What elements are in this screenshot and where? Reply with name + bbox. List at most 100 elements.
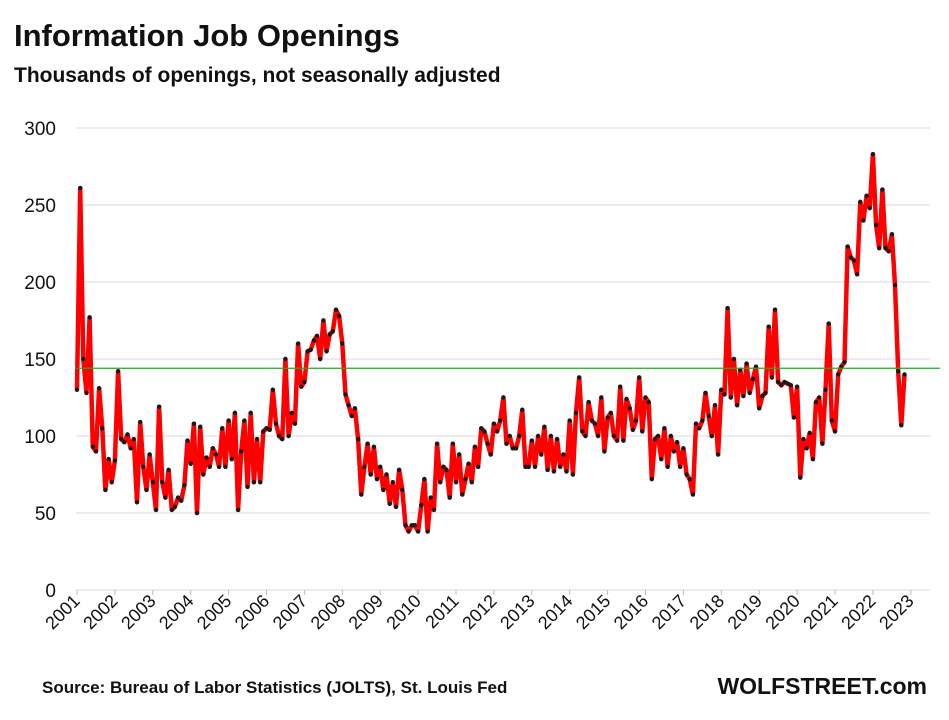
- data-point: [709, 433, 714, 439]
- y-tick-label: 50: [35, 504, 56, 525]
- data-point: [166, 467, 171, 473]
- data-point: [438, 480, 443, 485]
- x-tick-label: 2004: [155, 591, 197, 633]
- x-tick-label: 2015: [572, 591, 614, 633]
- data-point: [595, 433, 601, 439]
- data-point: [599, 395, 604, 400]
- data-point: [690, 492, 696, 497]
- x-tick-label: 2005: [193, 591, 235, 633]
- data-point: [201, 472, 206, 477]
- data-point: [273, 421, 279, 426]
- data-point: [899, 423, 904, 428]
- data-point: [453, 480, 459, 485]
- data-point: [624, 396, 629, 402]
- data-point: [156, 404, 162, 409]
- gridlines: [76, 127, 930, 591]
- data-point: [381, 487, 386, 493]
- x-tick-label: 2013: [496, 591, 538, 633]
- data-point: [760, 393, 765, 399]
- data-point: [896, 369, 901, 374]
- data-point: [867, 205, 872, 211]
- data-point: [179, 498, 184, 503]
- data-point: [267, 427, 272, 432]
- data-point: [213, 452, 219, 457]
- data-point: [498, 418, 503, 423]
- data-point: [836, 372, 841, 377]
- x-tick-label: 2021: [799, 591, 841, 633]
- data-point: [801, 436, 806, 442]
- data-point: [501, 395, 506, 400]
- data-point: [630, 427, 636, 432]
- data-point: [488, 452, 493, 457]
- data-point: [78, 185, 83, 191]
- data-point: [84, 390, 89, 396]
- data-point: [216, 464, 222, 469]
- data-point: [583, 433, 588, 439]
- data-point: [232, 410, 238, 416]
- data-point: [883, 245, 888, 251]
- data-point: [744, 361, 749, 366]
- chart-title: Information Job Openings: [14, 18, 400, 53]
- data-point: [715, 452, 721, 457]
- data-point: [422, 476, 427, 482]
- data-point: [191, 421, 197, 426]
- data-point: [747, 390, 752, 396]
- data-point: [608, 410, 613, 416]
- data-point: [112, 458, 118, 463]
- data-point: [674, 440, 680, 445]
- data-point: [554, 436, 560, 442]
- brand-logo-text: WOLFSTREET.com: [717, 673, 927, 699]
- data-point: [229, 456, 234, 462]
- data-point: [311, 338, 317, 343]
- data-point: [384, 472, 389, 477]
- series-layer: [74, 151, 907, 534]
- data-point: [169, 507, 174, 513]
- data-point: [138, 419, 143, 425]
- data-point: [270, 387, 275, 392]
- data-point: [851, 258, 857, 263]
- data-point: [627, 406, 632, 411]
- data-point: [466, 461, 471, 466]
- data-point: [886, 249, 891, 254]
- data-point: [302, 379, 307, 385]
- data-point: [889, 232, 895, 237]
- data-point: [517, 433, 522, 439]
- data-point: [131, 436, 136, 442]
- data-point: [791, 415, 797, 420]
- data-point: [412, 523, 418, 528]
- y-tick-label: 300: [24, 119, 56, 140]
- x-tick-label: 2012: [458, 591, 500, 633]
- data-point: [276, 433, 282, 439]
- data-point: [561, 452, 566, 457]
- data-point: [577, 375, 582, 380]
- data-point: [772, 307, 778, 312]
- data-point: [662, 426, 667, 431]
- data-point: [346, 403, 351, 408]
- data-point: [469, 480, 474, 485]
- data-point: [343, 392, 348, 397]
- x-tick-label: 2009: [345, 591, 387, 633]
- data-point: [352, 406, 358, 411]
- data-point: [198, 424, 203, 429]
- data-point: [87, 315, 92, 320]
- data-point: [861, 218, 866, 223]
- data-point: [390, 480, 395, 485]
- data-point: [728, 395, 733, 400]
- data-point: [864, 193, 869, 198]
- data-point: [115, 369, 121, 374]
- data-point: [226, 418, 231, 423]
- data-point: [545, 467, 550, 473]
- data-point: [491, 421, 497, 426]
- x-tick-label: 2014: [534, 591, 576, 633]
- data-point: [368, 472, 373, 477]
- data-point: [463, 476, 468, 482]
- data-point: [74, 387, 80, 392]
- data-point: [665, 464, 670, 469]
- data-point: [374, 476, 380, 482]
- data-point: [393, 504, 399, 509]
- data-point: [153, 507, 159, 513]
- data-point: [564, 469, 569, 474]
- x-tick-label: 2019: [724, 591, 766, 633]
- data-point: [602, 449, 607, 454]
- data-point: [567, 418, 572, 423]
